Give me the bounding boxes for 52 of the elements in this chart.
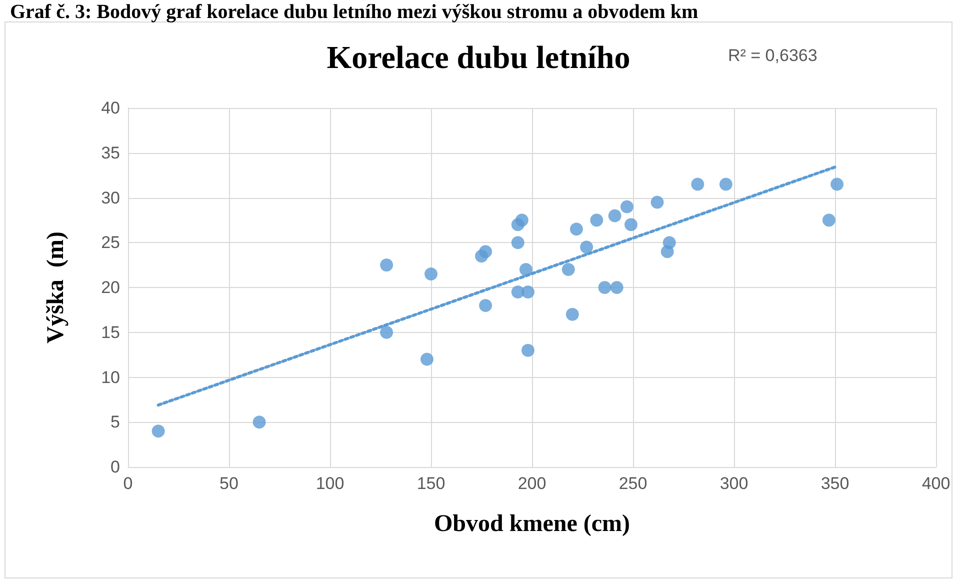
point xyxy=(479,298,492,312)
point xyxy=(719,178,732,191)
point xyxy=(830,178,844,191)
point xyxy=(380,258,394,272)
point xyxy=(822,214,836,227)
point xyxy=(519,263,532,276)
point xyxy=(566,308,579,321)
text: R² = 0,6363 xyxy=(728,46,818,65)
point xyxy=(521,344,534,357)
x-tick-label: 50 xyxy=(220,474,238,493)
point xyxy=(650,196,664,209)
y-tick-label: 10 xyxy=(101,368,120,387)
point xyxy=(152,424,165,438)
point xyxy=(570,222,583,236)
y-tick-label: 30 xyxy=(101,188,120,208)
point xyxy=(252,416,266,429)
x-tick-label: 300 xyxy=(720,474,748,493)
point xyxy=(580,240,594,254)
x-tick-label: 0 xyxy=(123,474,133,493)
y-tick-label: 25 xyxy=(101,233,120,252)
point xyxy=(610,281,624,294)
point xyxy=(624,218,638,232)
y-tick-label: 5 xyxy=(110,412,120,432)
point xyxy=(608,209,622,222)
point xyxy=(420,352,434,366)
point xyxy=(515,214,528,227)
x-tick-label: 400 xyxy=(922,474,950,493)
point xyxy=(521,285,534,298)
x-tick-label: 200 xyxy=(518,474,546,493)
y-tick-label: 15 xyxy=(101,322,120,342)
text: Graf č. 3: Bodový graf korelace dubu letního mezi výškou stromu a obvodem km xyxy=(10,1,698,23)
y-tick-label: 40 xyxy=(101,98,120,118)
point xyxy=(590,214,604,227)
y-tick-label: 0 xyxy=(110,458,120,476)
point xyxy=(511,236,524,250)
point xyxy=(662,236,676,250)
y-tick-label: 20 xyxy=(101,278,120,297)
chart-title: Korelace dubu letního xyxy=(326,39,630,75)
x-tick-label: 350 xyxy=(820,474,850,493)
point xyxy=(620,200,634,214)
x-tick-label: 150 xyxy=(416,474,446,493)
point xyxy=(380,326,394,339)
point xyxy=(562,263,575,276)
point xyxy=(691,178,704,191)
point xyxy=(424,268,438,281)
point xyxy=(479,245,492,258)
y-tick-label: 35 xyxy=(101,143,120,162)
y-axis-title: Výška (m) xyxy=(43,232,69,344)
x-tick-label: 100 xyxy=(316,474,344,493)
x-tick-label: 250 xyxy=(618,474,648,493)
x-axis-title: Obvod kmene (cm) xyxy=(434,511,630,537)
point xyxy=(598,281,612,294)
